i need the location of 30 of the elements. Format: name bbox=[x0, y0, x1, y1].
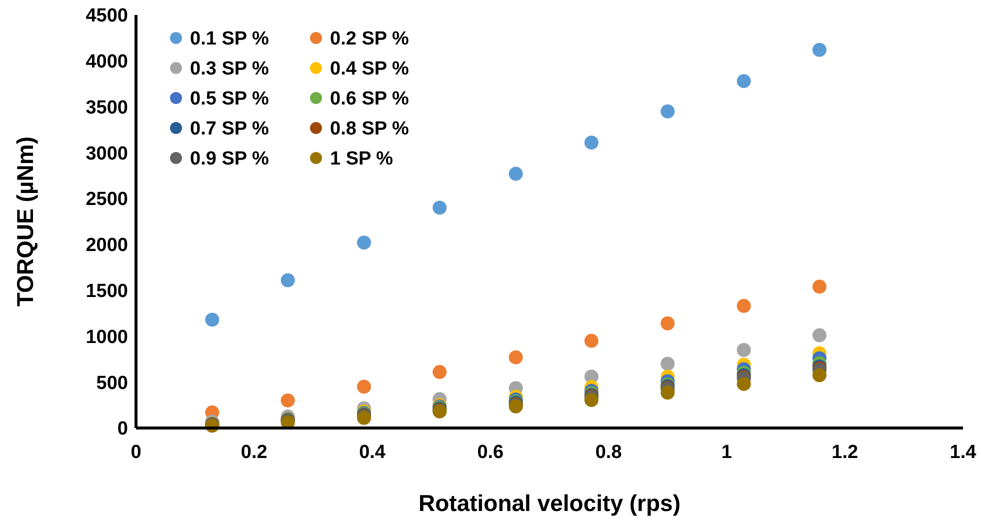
x-tick-label: 0 bbox=[130, 442, 142, 463]
y-tick-label: 0 bbox=[117, 418, 128, 440]
y-tick-label: 1500 bbox=[86, 280, 128, 302]
x-tick-label: 0.2 bbox=[240, 442, 268, 463]
y-tick-label: 3500 bbox=[86, 97, 128, 118]
x-tick-label: 1.2 bbox=[832, 442, 858, 463]
x-tick-label: 1.4 bbox=[950, 442, 977, 463]
legend-label: 0.8 SP % bbox=[330, 118, 409, 140]
y-tick-label: 3000 bbox=[86, 143, 128, 164]
legend-label: 0.2 SP % bbox=[330, 28, 409, 50]
y-tick-label: 500 bbox=[96, 372, 128, 394]
legend-label: 0.4 SP % bbox=[330, 58, 409, 80]
y-tick-label: 1000 bbox=[86, 326, 128, 348]
legend-label: 0.5 SP % bbox=[190, 88, 269, 110]
y-axis-title: TORQUE (µNm) bbox=[12, 136, 38, 306]
legend-label: 0.6 SP % bbox=[330, 88, 409, 110]
legend-label: 0.3 SP % bbox=[190, 58, 269, 80]
legend-label: 0.1 SP % bbox=[190, 28, 269, 50]
x-tick-label: 0.8 bbox=[595, 442, 622, 463]
x-tick-label: 0.6 bbox=[477, 442, 504, 463]
x-tick-label: 0.4 bbox=[359, 442, 386, 463]
x-tick-label: 1 bbox=[721, 442, 732, 463]
legend-label: 1 SP % bbox=[330, 148, 394, 170]
x-axis-title: Rotational velocity (rps) bbox=[418, 490, 680, 516]
y-tick-label: 4000 bbox=[86, 52, 128, 73]
y-tick-label: 2000 bbox=[86, 235, 128, 256]
y-tick-label: 2500 bbox=[86, 189, 128, 210]
y-tick-label: 4500 bbox=[86, 6, 128, 27]
legend-label: 0.7 SP % bbox=[190, 118, 269, 140]
legend-label: 0.9 SP % bbox=[190, 148, 269, 170]
